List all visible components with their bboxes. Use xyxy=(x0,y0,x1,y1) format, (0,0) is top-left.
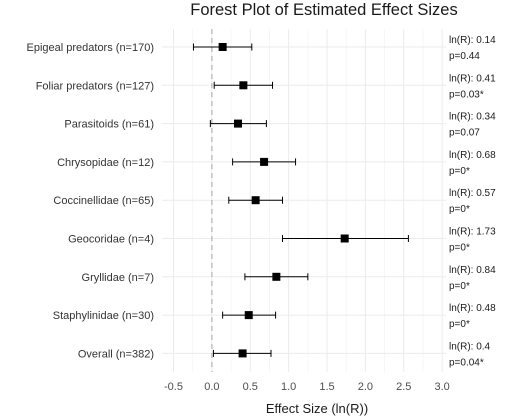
x-tick-label: 1.0 xyxy=(281,381,296,393)
x-tick-label: 2.5 xyxy=(396,381,411,393)
annotation-p-value: p=0* xyxy=(449,204,470,215)
annotation-estimate: ln(R): 0.68 xyxy=(449,150,496,161)
annotation-estimate: ln(R): 0.57 xyxy=(449,188,496,199)
annotation-p-value: p=0.44 xyxy=(449,51,480,62)
x-tick-label: 0.0 xyxy=(204,381,219,393)
effect-point xyxy=(340,234,349,243)
chart-title: Forest Plot of Estimated Effect Sizes xyxy=(190,1,457,19)
effect-point xyxy=(260,157,269,166)
effect-point xyxy=(251,196,260,205)
y-tick-label: Overall (n=382) xyxy=(78,348,154,360)
effect-size-marks xyxy=(192,43,409,358)
y-tick-label: Gryllidae (n=7) xyxy=(82,272,154,284)
y-tick-label: Coccinellidae (n=65) xyxy=(53,195,154,207)
x-tick-label: 0.5 xyxy=(243,381,258,393)
y-tick-label: Parasitoids (n=61) xyxy=(64,119,154,131)
annotation-p-value: p=0* xyxy=(449,243,470,254)
annotation-p-value: p=0.07 xyxy=(449,128,480,139)
grid xyxy=(162,29,446,372)
effect-point xyxy=(272,272,281,281)
x-axis-tick-labels: -0.5 0.0 0.5 1.0 1.5 2.0 2.5 3.0 xyxy=(164,381,450,393)
effect-point xyxy=(239,81,248,90)
annotation-p-value: p=0.03* xyxy=(449,89,484,100)
annotation-estimate: ln(R): 0.14 xyxy=(449,35,496,46)
y-tick-label: Chrysopidae (n=12) xyxy=(57,157,154,169)
annotation-estimate: ln(R): 0.48 xyxy=(449,303,496,314)
annotation-estimate: ln(R): 0.41 xyxy=(449,73,496,84)
effect-point xyxy=(233,119,242,128)
x-tick-label: 1.5 xyxy=(319,381,334,393)
y-tick-label: Staphylinidae (n=30) xyxy=(53,310,154,322)
effect-point xyxy=(218,43,227,51)
annotation-estimate: ln(R): 0.84 xyxy=(449,265,496,276)
annotation-estimate: ln(R): 0.34 xyxy=(449,112,496,123)
x-tick-label: -0.5 xyxy=(164,381,183,393)
effect-point xyxy=(238,349,247,358)
annotation-p-value: p=0* xyxy=(449,166,470,177)
annotations: ln(R): 0.14 p=0.44 ln(R): 0.41 p=0.03* ln(R)… xyxy=(449,35,496,368)
annotation-p-value: p=0* xyxy=(449,281,470,292)
annotation-estimate: ln(R): 1.73 xyxy=(449,227,496,238)
x-tick-label: 2.0 xyxy=(358,381,373,393)
annotation-estimate: ln(R): 0.4 xyxy=(449,341,491,352)
annotation-p-value: p=0* xyxy=(449,319,470,330)
y-tick-label: Geocoridae (n=4) xyxy=(68,234,154,246)
annotation-p-value: p=0.04* xyxy=(449,357,484,368)
effect-point xyxy=(244,311,253,320)
x-tick-label: 3.0 xyxy=(435,381,450,393)
y-tick-label: Epigeal predators (n=170) xyxy=(27,42,155,54)
y-axis-labels: Epigeal predators (n=170) Foliar predator… xyxy=(27,42,155,360)
y-tick-label: Foliar predators (n=127) xyxy=(36,80,154,92)
x-axis-label: Effect Size (ln(R)) xyxy=(266,401,368,416)
